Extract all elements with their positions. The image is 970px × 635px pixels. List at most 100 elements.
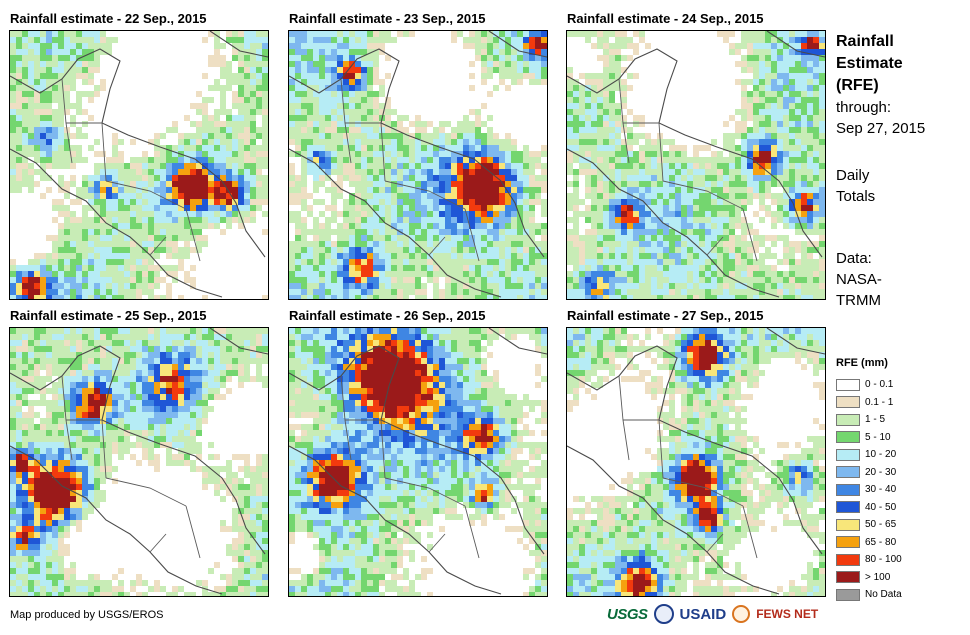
rainfall-cell [385,133,391,139]
rainfall-cell [34,400,40,406]
rainfall-cell [319,151,325,157]
rainfall-cell [415,199,421,205]
rainfall-cell [100,328,106,334]
rainfall-cell [325,229,331,235]
rainfall-cell [325,103,331,109]
rainfall-cell [256,346,262,352]
rainfall-cell [567,193,573,199]
rainfall-cell [244,37,250,43]
rainfall-cell [777,181,783,187]
rainfall-cell [76,406,82,412]
rainfall-cell [361,73,367,79]
rainfall-cell [196,388,202,394]
rainfall-cell [675,241,681,247]
rainfall-cell [717,169,723,175]
rainfall-cell [469,169,475,175]
rainfall-cell [226,340,232,346]
rainfall-cell [801,295,807,299]
rainfall-cell [244,187,250,193]
rainfall-cell [541,175,547,181]
rainfall-cell [70,223,76,229]
rainfall-cell [367,211,373,217]
rainfall-cell [343,157,349,163]
rainfall-cell [711,283,717,289]
rainfall-cell [190,145,196,151]
rainfall-cell [621,229,627,235]
rainfall-cell [711,169,717,175]
rainfall-cell [451,151,457,157]
rainfall-cell [256,181,262,187]
rainfall-cell [208,394,214,400]
rainfall-cell [409,151,415,157]
rainfall-cell [385,241,391,247]
rainfall-cell [172,175,178,181]
rainfall-cell [46,139,52,145]
rainfall-cell [154,406,160,412]
rainfall-cell [178,412,184,418]
rainfall-cell [349,247,355,253]
rainfall-cell [699,283,705,289]
rainfall-cell [397,271,403,277]
rainfall-cell [124,364,130,370]
rainfall-cell [196,139,202,145]
rainfall-cell [106,241,112,247]
rainfall-cell [385,163,391,169]
rainfall-cell [337,109,343,115]
rainfall-cell [100,334,106,340]
rainfall-cell [226,109,232,115]
rainfall-cell [64,223,70,229]
rainfall-cell [70,382,76,388]
rainfall-cell [801,217,807,223]
rainfall-cell [603,217,609,223]
rainfall-cell [813,145,819,151]
rainfall-cell [160,199,166,205]
rainfall-cell [202,115,208,121]
rainfall-cell [34,370,40,376]
rainfall-cell [445,205,451,211]
rainfall-cell [343,199,349,205]
rainfall-cell [699,163,705,169]
rainfall-cell [331,217,337,223]
rainfall-cell [58,205,64,211]
rainfall-cell [621,265,627,271]
rainfall-cell [136,157,142,163]
rainfall-cell [541,205,547,211]
rainfall-cell [190,175,196,181]
rainfall-cell [675,283,681,289]
rainfall-cell [445,187,451,193]
rainfall-cell [699,265,705,271]
rainfall-cell [615,145,621,151]
rainfall-cell [295,187,301,193]
rainfall-cell [385,289,391,295]
rainfall-cell [76,265,82,271]
rainfall-cell [178,364,184,370]
rainfall-cell [166,289,172,295]
rainfall-cell [106,406,112,412]
rainfall-cell [747,151,753,157]
rainfall-cell [172,235,178,241]
rainfall-cell [106,424,112,430]
rainfall-cell [238,91,244,97]
rainfall-cell [58,199,64,205]
rainfall-cell [202,157,208,163]
rainfall-cell [355,277,361,283]
rainfall-cell [10,109,16,115]
rainfall-cell [76,91,82,97]
rainfall-cell [58,133,64,139]
rainfall-cell [573,295,579,299]
rainfall-cell [88,241,94,247]
rainfall-cell [160,418,166,424]
rainfall-cell [355,229,361,235]
rainfall-cell [753,67,759,73]
rainfall-cell [307,115,313,121]
rainfall-cell [226,352,232,358]
rainfall-cell [178,187,184,193]
rainfall-cell [699,271,705,277]
rainfall-cell [391,283,397,289]
rainfall-cell [28,412,34,418]
rainfall-cell [349,43,355,49]
rainfall-cell [355,175,361,181]
rainfall-cell [771,169,777,175]
rainfall-cell [46,157,52,163]
rainfall-cell [573,205,579,211]
